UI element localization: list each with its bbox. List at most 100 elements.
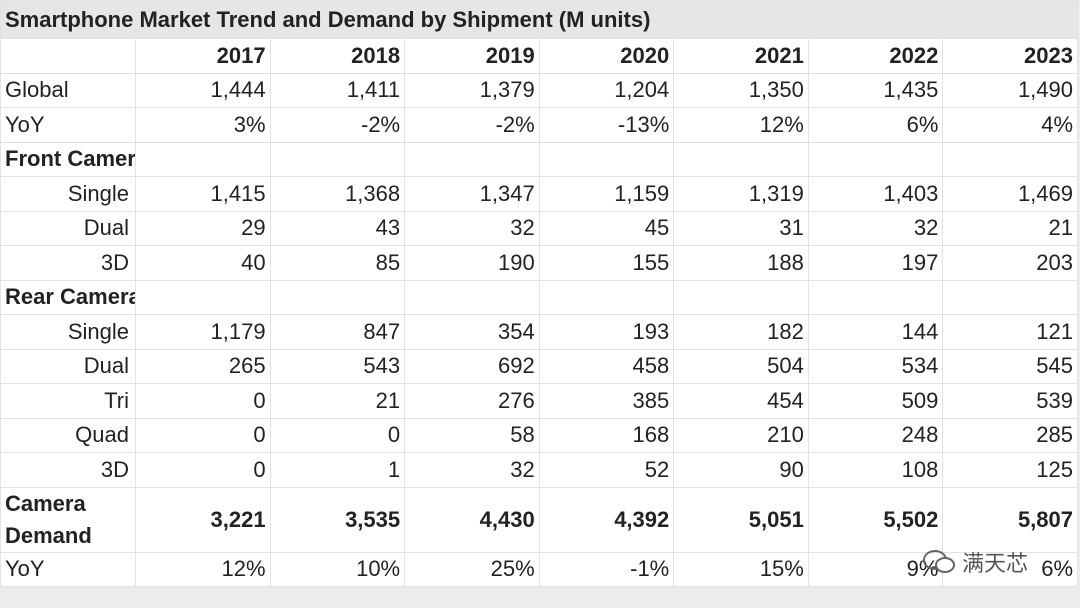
row-label: Tri (0, 383, 136, 419)
row-label: Quad (0, 417, 136, 453)
data-cell: 1,179 (135, 314, 271, 350)
data-cell: 58 (404, 417, 540, 453)
data-cell: 847 (269, 314, 406, 350)
data-cell: 1,403 (807, 176, 944, 212)
watermark-text: 满天芯 (962, 551, 1029, 576)
empty-cell (538, 279, 675, 315)
empty-cell (269, 279, 406, 315)
data-cell: 285 (942, 417, 1078, 453)
data-cell: 197 (807, 245, 944, 281)
data-cell: 85 (269, 245, 406, 281)
empty-cell (404, 141, 540, 177)
data-cell: 545 (942, 348, 1078, 384)
data-row: 3D 40 85 190 155 188 197 203 (0, 245, 1078, 281)
data-cell: 203 (942, 245, 1078, 281)
table: Smartphone Market Trend and Demand by Sh… (0, 0, 1078, 587)
data-cell: 534 (807, 348, 944, 384)
data-row: Single 1,179 847 354 193 182 144 121 (0, 314, 1078, 350)
data-cell: 4,430 (404, 486, 540, 553)
data-cell: 188 (673, 245, 809, 281)
row-label: Single (0, 314, 136, 350)
data-cell: 458 (538, 348, 675, 384)
data-cell: 31 (673, 210, 809, 246)
section-row: Front Camera (0, 141, 1078, 177)
data-row: Global 1,444 1,411 1,379 1,204 1,350 1,435 1,49… (0, 72, 1078, 108)
title-row: Smartphone Market Trend and Demand by Sh… (0, 0, 1078, 39)
section-heading: Front Camera (0, 141, 136, 177)
data-cell: 1,490 (942, 72, 1078, 108)
data-cell: 1,319 (673, 176, 809, 212)
data-cell: 45 (538, 210, 675, 246)
data-cell: 9% (807, 551, 944, 587)
row-label: Camera Demand (0, 486, 136, 553)
column-header: 2020 (538, 38, 675, 74)
row-label: 3D (0, 245, 136, 281)
data-cell: 32 (404, 210, 540, 246)
row-label: Global (0, 72, 136, 108)
data-cell: 276 (404, 383, 540, 419)
data-cell: -2% (269, 107, 406, 143)
data-cell: 0 (135, 383, 271, 419)
column-header: 2021 (673, 38, 809, 74)
watermark: 满天芯 (922, 546, 1028, 578)
data-cell: 354 (404, 314, 540, 350)
table-container: Smartphone Market Trend and Demand by Sh… (0, 0, 1078, 587)
data-cell: 32 (404, 452, 540, 488)
data-cell: 1,347 (404, 176, 540, 212)
section-row: Rear Camera (0, 279, 1078, 315)
data-row: Tri 0 21 276 385 454 509 539 (0, 383, 1078, 419)
data-cell: 692 (404, 348, 540, 384)
data-cell: 52 (538, 452, 675, 488)
data-cell: 3,221 (135, 486, 271, 553)
data-cell: 1,435 (807, 72, 944, 108)
empty-cell (942, 141, 1078, 177)
table-body: Smartphone Market Trend and Demand by Sh… (0, 0, 1078, 587)
section-heading: Rear Camera (0, 279, 136, 315)
data-cell: 12% (673, 107, 809, 143)
data-row: YoY 12% 10% 25% -1% 15% 9% 6% (0, 551, 1078, 587)
column-header: 2017 (135, 38, 271, 74)
data-cell: 3% (135, 107, 271, 143)
data-cell: 1 (269, 452, 406, 488)
empty-cell (673, 279, 809, 315)
column-header: 2019 (404, 38, 540, 74)
data-cell: 10% (269, 551, 406, 587)
data-cell: 0 (135, 452, 271, 488)
data-cell: 182 (673, 314, 809, 350)
data-cell: 265 (135, 348, 271, 384)
data-row: Single 1,415 1,368 1,347 1,159 1,319 1,403 1,46… (0, 176, 1078, 212)
data-cell: 108 (807, 452, 944, 488)
data-cell: 210 (673, 417, 809, 453)
data-cell: 5,807 (942, 486, 1078, 553)
data-cell: -1% (538, 551, 675, 587)
data-cell: 190 (404, 245, 540, 281)
data-cell: 1,204 (538, 72, 675, 108)
data-cell: 0 (269, 417, 406, 453)
data-cell: 1,379 (404, 72, 540, 108)
data-cell: 248 (807, 417, 944, 453)
data-cell: 0 (135, 417, 271, 453)
data-cell: -13% (538, 107, 675, 143)
row-label: YoY (0, 551, 136, 587)
data-row: YoY 3% -2% -2% -13% 12% 6% 4% (0, 107, 1078, 143)
data-row: 3D 0 1 32 52 90 108 125 (0, 452, 1078, 488)
data-cell: 1,368 (269, 176, 406, 212)
empty-cell (942, 279, 1078, 315)
row-label: YoY (0, 107, 136, 143)
empty-cell (269, 141, 406, 177)
data-cell: 121 (942, 314, 1078, 350)
data-cell: 1,350 (673, 72, 809, 108)
watermark-icon (923, 550, 955, 573)
data-cell: 1,444 (135, 72, 271, 108)
data-cell: 385 (538, 383, 675, 419)
data-cell: 1,469 (942, 176, 1078, 212)
row-label: Dual (0, 210, 136, 246)
empty-cell (135, 141, 271, 177)
header-cell (0, 38, 136, 74)
data-cell: 144 (807, 314, 944, 350)
data-cell: 40 (135, 245, 271, 281)
data-cell: -2% (404, 107, 540, 143)
data-cell: 32 (807, 210, 944, 246)
data-cell: 5,051 (673, 486, 809, 553)
